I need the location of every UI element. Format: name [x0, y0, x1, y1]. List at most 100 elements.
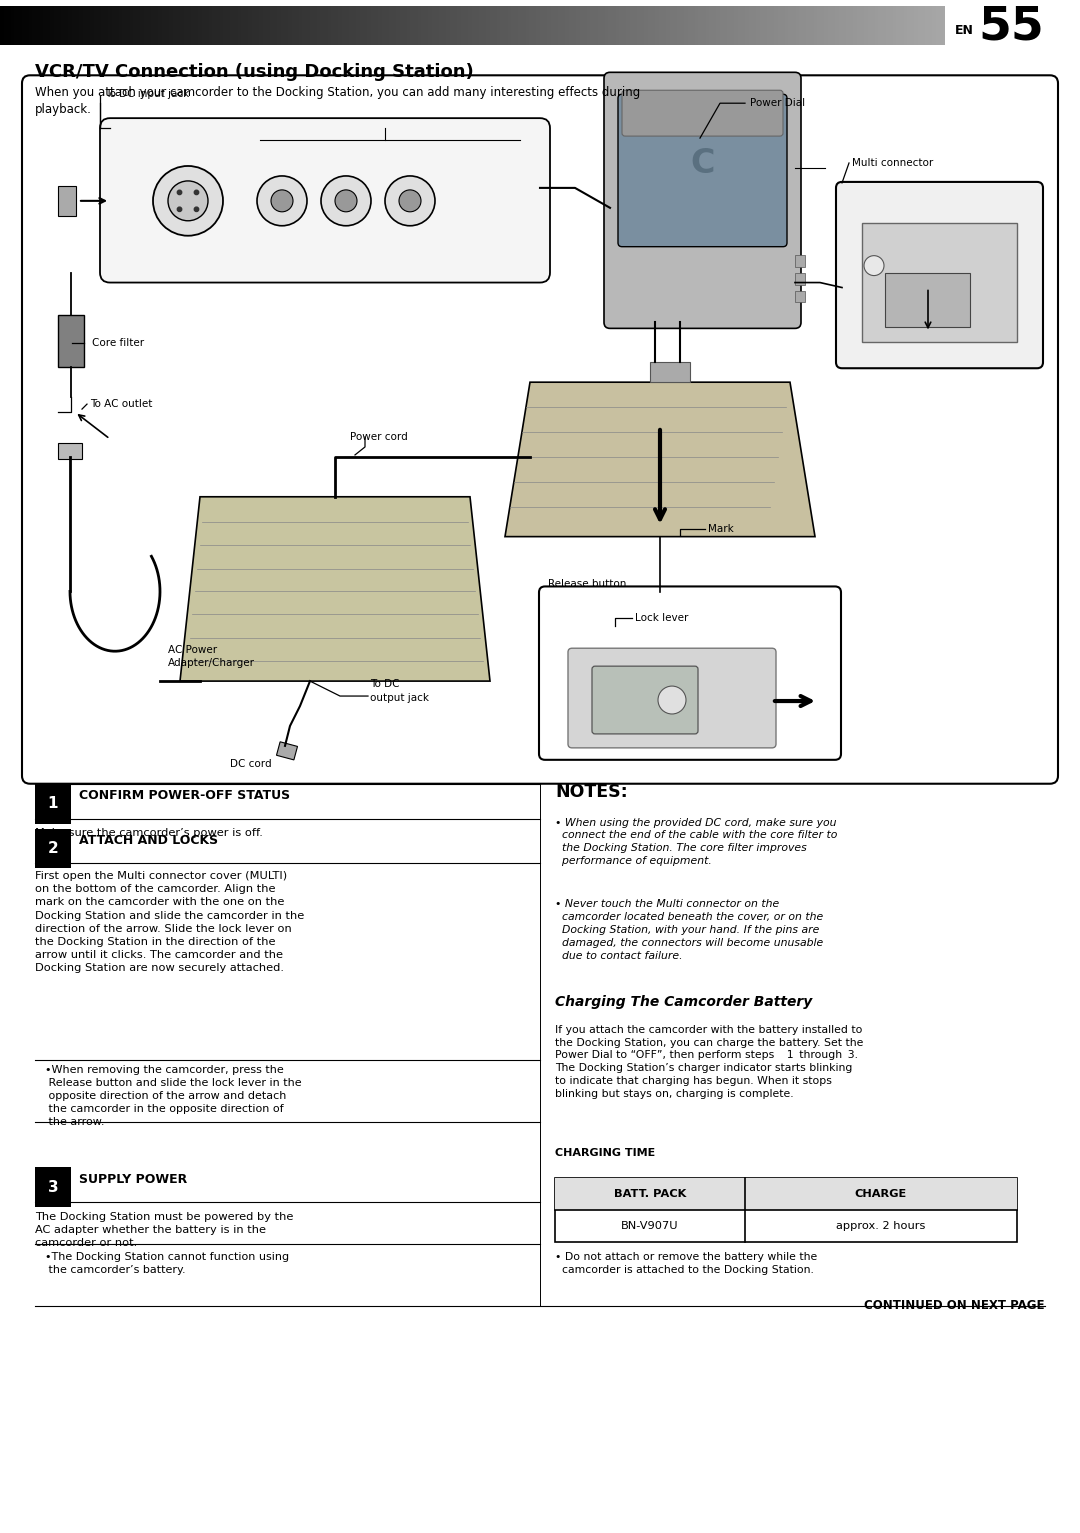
Polygon shape: [505, 382, 815, 537]
Bar: [508, 6, 511, 46]
Bar: [367, 6, 370, 46]
Bar: [86, 6, 90, 46]
Bar: [1037, 6, 1040, 46]
Bar: [778, 6, 781, 46]
Bar: [443, 6, 446, 46]
Bar: [504, 6, 508, 46]
Bar: [313, 6, 316, 46]
Bar: [904, 6, 907, 46]
Bar: [745, 6, 748, 46]
Bar: [116, 6, 119, 46]
Bar: [872, 6, 875, 46]
Bar: [35, 1167, 71, 1206]
Bar: [867, 6, 872, 46]
Bar: [756, 6, 759, 46]
Text: VCR/TV Connection (using Docking Station): VCR/TV Connection (using Docking Station…: [35, 63, 474, 81]
Bar: [176, 6, 180, 46]
Bar: [842, 6, 846, 46]
Bar: [990, 6, 994, 46]
Bar: [111, 6, 116, 46]
Bar: [396, 6, 400, 46]
Bar: [1055, 6, 1058, 46]
Bar: [32, 6, 36, 46]
Bar: [684, 6, 688, 46]
Bar: [338, 6, 342, 46]
Bar: [936, 6, 940, 46]
Bar: [1023, 6, 1026, 46]
Bar: [8, 6, 11, 46]
Bar: [673, 6, 677, 46]
Bar: [677, 6, 680, 46]
Circle shape: [335, 190, 357, 212]
Bar: [562, 6, 565, 46]
Bar: [821, 6, 824, 46]
Bar: [623, 6, 626, 46]
Bar: [882, 6, 886, 46]
Bar: [321, 6, 324, 46]
Bar: [62, 6, 65, 46]
Bar: [932, 6, 936, 46]
Bar: [548, 6, 551, 46]
Bar: [224, 6, 227, 46]
Bar: [278, 6, 281, 46]
Bar: [947, 6, 950, 46]
Bar: [810, 6, 813, 46]
Bar: [335, 6, 338, 46]
Bar: [893, 6, 896, 46]
Bar: [954, 6, 958, 46]
Bar: [828, 6, 832, 46]
Bar: [770, 6, 774, 46]
Bar: [767, 6, 770, 46]
Bar: [295, 6, 299, 46]
Bar: [1062, 6, 1066, 46]
Bar: [650, 362, 690, 382]
Bar: [450, 6, 454, 46]
Bar: [29, 6, 32, 46]
Bar: [626, 6, 630, 46]
Bar: [299, 6, 302, 46]
Bar: [788, 6, 792, 46]
Bar: [670, 6, 673, 46]
Bar: [105, 6, 108, 46]
Bar: [162, 6, 165, 46]
Bar: [813, 6, 818, 46]
Circle shape: [384, 176, 435, 225]
Bar: [302, 6, 306, 46]
Text: • Do not attach or remove the battery while the
  camcorder is attached to the D: • Do not attach or remove the battery wh…: [555, 1252, 818, 1275]
Bar: [79, 6, 83, 46]
Bar: [795, 254, 805, 267]
Bar: [975, 6, 980, 46]
Bar: [594, 6, 597, 46]
Bar: [292, 6, 295, 46]
Bar: [958, 6, 961, 46]
Text: CONTINUED ON NEXT PAGE: CONTINUED ON NEXT PAGE: [864, 1298, 1045, 1312]
Bar: [915, 6, 918, 46]
FancyBboxPatch shape: [622, 90, 783, 136]
Bar: [332, 6, 335, 46]
Bar: [58, 443, 82, 458]
Bar: [144, 6, 148, 46]
Bar: [781, 6, 785, 46]
Bar: [824, 6, 828, 46]
Bar: [727, 6, 731, 46]
Bar: [133, 6, 137, 46]
Circle shape: [399, 190, 421, 212]
Bar: [208, 6, 213, 46]
Bar: [994, 6, 997, 46]
Bar: [583, 6, 586, 46]
Bar: [54, 6, 57, 46]
Text: To DC
output jack: To DC output jack: [370, 679, 429, 702]
Bar: [108, 6, 111, 46]
Bar: [414, 6, 418, 46]
Text: • When using the provided DC cord, make sure you
  connect the end of the cable : • When using the provided DC cord, make …: [555, 817, 837, 866]
Bar: [648, 6, 651, 46]
Bar: [980, 6, 983, 46]
Bar: [202, 6, 205, 46]
Bar: [1008, 6, 1012, 46]
Bar: [497, 6, 500, 46]
Bar: [1069, 6, 1072, 46]
Bar: [558, 6, 562, 46]
Bar: [759, 6, 764, 46]
Bar: [572, 6, 576, 46]
Bar: [245, 6, 248, 46]
